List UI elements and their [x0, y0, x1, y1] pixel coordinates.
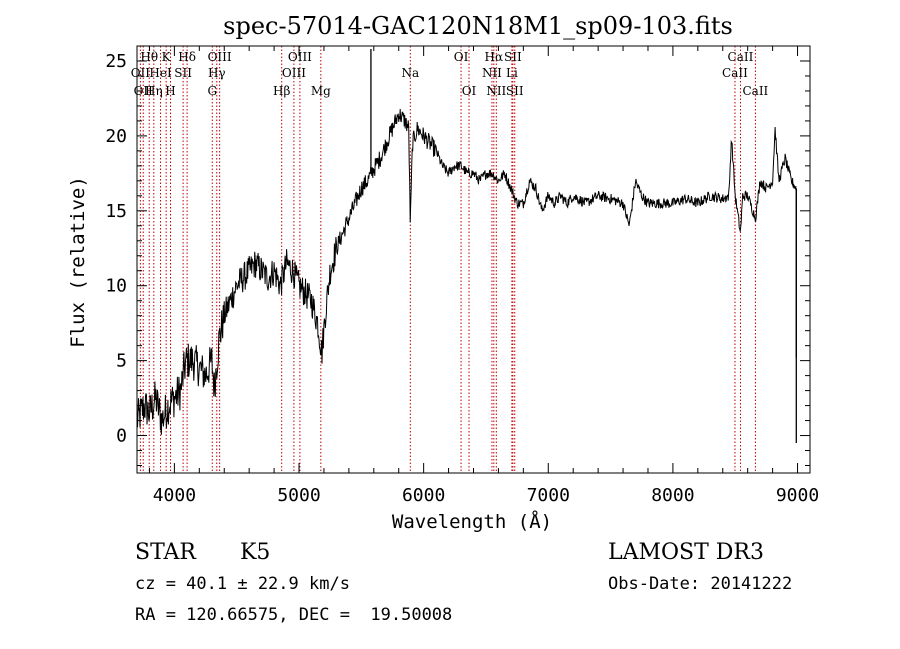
redshift-text: cz = 40.1 ± 22.9 km/s	[135, 574, 350, 594]
line-label-14: OIII	[288, 50, 312, 64]
line-label-10: Hγ	[208, 66, 226, 80]
obs-date: Obs-Date: 20141222	[608, 574, 792, 594]
line-label-7: SII	[174, 66, 192, 80]
line-label-17: OI	[454, 50, 469, 64]
line-label-4: HeI	[149, 66, 172, 80]
line-label-18: OI	[462, 84, 477, 98]
object-class: STAR	[135, 540, 197, 565]
line-label-27: CaII	[742, 84, 768, 98]
line-label-15: Mg	[311, 84, 331, 98]
survey-name: LAMOST DR3	[608, 540, 764, 565]
line-label-11: OIII	[208, 50, 232, 64]
line-label-6: H	[165, 84, 175, 98]
line-label-8: Hδ	[178, 50, 196, 64]
x-tick-label-5: 9000	[776, 485, 819, 506]
spectrum-line	[136, 108, 797, 435]
line-label-25: CaII	[722, 66, 748, 80]
line-label-5: K	[162, 50, 172, 64]
x-tick-label-1: 5000	[277, 485, 320, 506]
line-label-26: CaII	[728, 50, 754, 64]
y-tick-label-4: 20	[105, 126, 127, 147]
chart-title: spec-57014-GAC120N18M1_sp09-103.fits	[223, 12, 733, 40]
y-tick-label-3: 15	[105, 201, 127, 222]
axis-ticks: 4000 5000 6000 7000 8000 9000 0 5 10 15 20 25	[105, 45, 819, 506]
line-label-0: OII	[131, 66, 151, 80]
line-label-9: G	[207, 84, 217, 98]
coordinates: RA = 120.66575, DEC = 19.50008	[135, 605, 452, 625]
line-label-12: Hβ	[273, 84, 290, 98]
line-label-3: Hη	[145, 84, 163, 98]
object-subclass: K5	[240, 540, 270, 565]
line-label-13: OIII	[282, 66, 306, 80]
y-tick-label-0: 0	[116, 426, 127, 447]
x-tick-label-0: 4000	[153, 485, 196, 506]
line-label-2: Hθ	[140, 50, 158, 64]
y-axis-label: Flux (relative)	[67, 176, 89, 348]
x-tick-label-2: 6000	[402, 485, 445, 506]
plot-frame	[136, 45, 811, 474]
line-label-19: NII	[482, 66, 502, 80]
line-label-1: OII	[134, 84, 154, 98]
y-tick-label-2: 10	[105, 276, 127, 297]
line-label-23: SII	[504, 50, 522, 64]
x-axis-label: Wavelength (Å)	[392, 510, 552, 533]
y-tick-label-1: 5	[116, 351, 127, 372]
line-label-22: Li	[506, 66, 518, 80]
line-label-24: SII	[506, 84, 524, 98]
line-label-16: Na	[401, 66, 419, 80]
plot-area	[136, 46, 797, 473]
x-tick-label-3: 7000	[527, 485, 570, 506]
line-label-21: NII	[486, 84, 506, 98]
x-tick-label-4: 8000	[651, 485, 694, 506]
line-label-20: Hα	[485, 50, 504, 64]
line-labels: OII OII Hθ Hη HeI K H SII Hδ G Hγ OIII Hβ OIII OIII Mg N…	[131, 50, 769, 98]
y-tick-label-5: 25	[105, 51, 127, 72]
